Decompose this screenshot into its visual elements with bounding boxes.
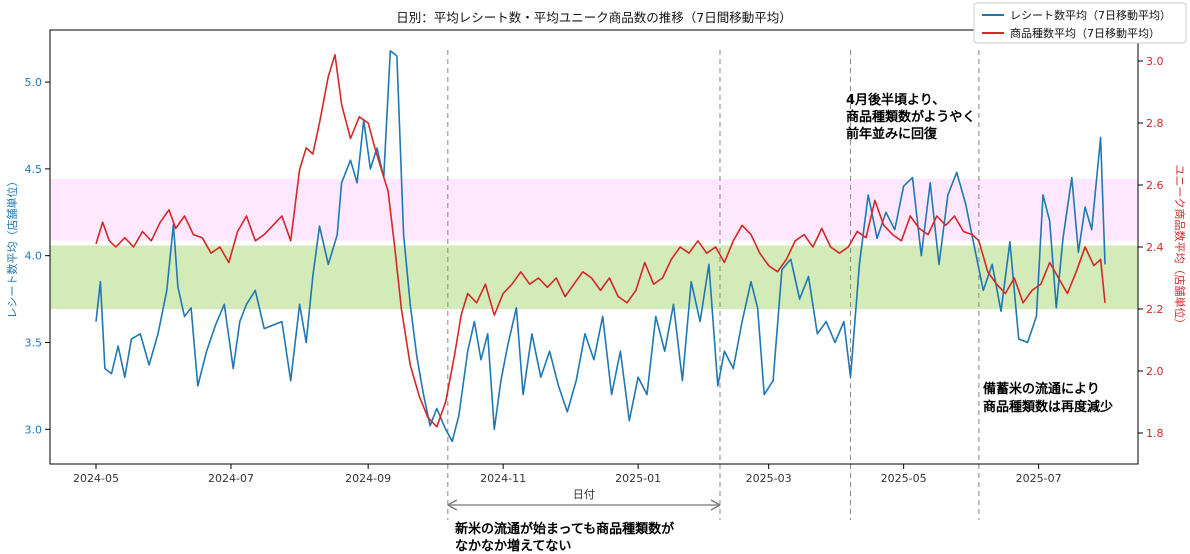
vertical-reference-lines	[447, 50, 980, 520]
legend-box	[973, 2, 1187, 44]
y-left-tick-label-1: 3.5	[25, 336, 43, 349]
annotation-recovery-line1: 4月後半頃より、	[846, 92, 945, 108]
annotation-stockpile-line2: 商品種類数は再度減少	[983, 399, 1113, 415]
annotation-stockpile-line1: 備蓄米の流通により	[983, 381, 1100, 397]
y-right-label: ユニーク商品数平均（店舗単位）	[1173, 165, 1187, 330]
y-left-tick-label-2: 4.0	[25, 250, 43, 263]
y-left-tick-label-3: 4.5	[25, 163, 43, 176]
band-1	[50, 245, 1138, 309]
x-tick-label-5: 2025-03	[746, 472, 792, 485]
annotation-recovery: 4月後半頃より、 商品種類数がようやく 前年並みに回復	[846, 92, 975, 142]
x-tick-label-0: 2024-05	[73, 472, 119, 485]
x-tick-label-3: 2024-11	[480, 472, 526, 485]
highlight-bands	[50, 178, 1138, 309]
span-arrow-head-right	[710, 499, 721, 511]
y-right-tick-label-2: 2.2	[1146, 303, 1164, 316]
y-right-tick-label-3: 2.4	[1146, 241, 1164, 254]
annotation-recovery-line2: 商品種類数がようやく	[846, 109, 975, 125]
annotation-new-rice: 新米の流通が始まっても商品種類数が なかなか増えてない	[455, 521, 674, 554]
series-line-products	[95, 54, 1106, 428]
y-left-tick-label-4: 5.0	[25, 76, 43, 89]
x-tick-label-6: 2025-05	[881, 472, 927, 485]
x-tick-label-4: 2025-01	[615, 472, 661, 485]
y-left-axis-ticks: 3.0 3.5 4.0 4.5 5.0	[25, 76, 50, 436]
y-right-tick-label-4: 2.6	[1146, 179, 1164, 192]
series-layer	[95, 50, 1106, 443]
y-left-tick-label-0: 3.0	[25, 423, 43, 436]
legend: レシート数平均（7日移動平均） 商品種数平均（7日移動平均）	[973, 2, 1187, 44]
y-right-tick-label-5: 2.8	[1146, 117, 1164, 130]
x-axis-label: 日付	[573, 488, 595, 501]
annotation-new-rice-line1: 新米の流通が始まっても商品種類数が	[455, 521, 674, 537]
x-tick-label-2: 2024-09	[345, 472, 391, 485]
annotation-stockpile: 備蓄米の流通により 商品種類数は再度減少	[983, 381, 1113, 415]
y-right-tick-label-1: 2.0	[1146, 365, 1164, 378]
x-axis-ticks: 2024-05 2024-07 2024-09 2024-11 2025-01 2025-…	[73, 464, 1062, 485]
y-right-tick-label-6: 3.0	[1146, 55, 1164, 68]
legend-label-products: 商品種数平均（7日移動平均）	[1010, 26, 1160, 40]
y-right-tick-label-0: 1.8	[1146, 427, 1164, 440]
chart-title: 日別：平均レシート数・平均ユニーク商品数の推移（7日間移動平均）	[396, 10, 791, 25]
y-left-label: レシート数平均（店舗単位）	[5, 176, 19, 319]
annotation-new-rice-line2: なかなか増えてない	[455, 538, 571, 554]
x-tick-label-7: 2025-07	[1016, 472, 1062, 485]
band-0	[50, 178, 1138, 241]
span-arrow	[447, 499, 721, 511]
span-arrow-head-left	[447, 499, 458, 511]
x-tick-label-1: 2024-07	[208, 472, 254, 485]
series-line-receipts	[95, 50, 1106, 443]
annotation-recovery-line3: 前年並みに回復	[846, 126, 938, 142]
legend-label-receipts: レシート数平均（7日移動平均）	[1010, 8, 1171, 22]
y-right-axis-ticks: 1.8 2.0 2.2 2.4 2.6 2.8 3.0	[1138, 55, 1164, 440]
